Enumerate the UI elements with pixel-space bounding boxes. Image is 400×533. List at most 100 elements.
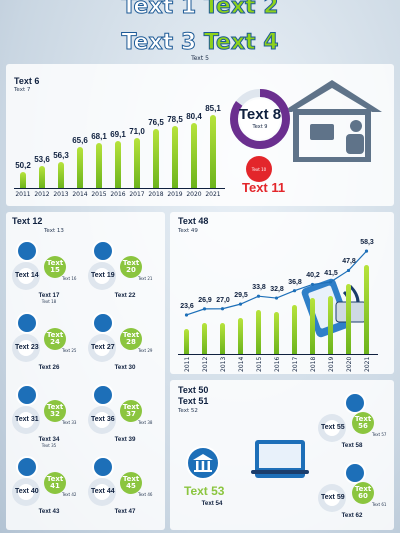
usage-change-badge: Text 37 bbox=[120, 400, 142, 422]
egov-main-pct: Text 53 bbox=[184, 484, 225, 498]
access-year-label: 2012 bbox=[34, 191, 50, 198]
usage-sublabel: Text 35 bbox=[41, 443, 57, 448]
access-bar bbox=[134, 138, 140, 188]
ecommerce-bar-value: 27,0 bbox=[216, 296, 230, 304]
ecommerce-bar-value: 47,8 bbox=[342, 258, 356, 266]
ecommerce-trend-point bbox=[274, 296, 279, 300]
usage-change-badge: Text 32 bbox=[44, 400, 66, 422]
access-bar bbox=[77, 146, 83, 188]
usage-pct: Text 40 bbox=[15, 488, 39, 495]
egov-label: Text 62 bbox=[341, 512, 363, 519]
usage-pct: Text 14 bbox=[15, 272, 39, 279]
access-bar-value: 78,5 bbox=[167, 115, 183, 125]
ecommerce-trend-point bbox=[346, 268, 351, 273]
access-bar-value: 65,6 bbox=[72, 135, 88, 145]
access-year-label: 2015 bbox=[91, 191, 107, 198]
usage-item: Text 31 Text 32 Text 33 Text 34 Text 35 bbox=[12, 384, 86, 454]
access-donut-value: Text 8 bbox=[238, 106, 282, 123]
house-illustration bbox=[282, 80, 382, 162]
ecommerce-year-label: 2011 bbox=[184, 356, 191, 372]
egov-item: Text 59 Text 60 Text 61 Text 62 bbox=[318, 462, 392, 530]
usage-item: Text 23 Text 24 Text 25 Text 26 bbox=[12, 312, 86, 382]
video-call-icon bbox=[16, 312, 38, 334]
usage-pct-donut bbox=[12, 406, 40, 434]
usage-pct-donut bbox=[12, 334, 40, 362]
usage-item: Text 44 Text 45 Text 46 Text 47 bbox=[88, 456, 162, 526]
ecommerce-trend-point bbox=[220, 307, 225, 311]
usage-change-years: Text 42 bbox=[62, 492, 77, 497]
usage-item: Text 14 Text 15 Text 16 Text 17 Text 18 bbox=[12, 240, 86, 310]
usage-pct: Text 19 bbox=[91, 272, 115, 279]
egov-item: Text 55 Text 56 Text 57 Text 58 bbox=[318, 392, 392, 460]
ecommerce-bar-value: 33,8 bbox=[252, 284, 266, 292]
usage-pct: Text 31 bbox=[15, 416, 39, 423]
ecommerce-trend-point bbox=[184, 313, 189, 317]
ecommerce-bar-value: 41,5 bbox=[324, 270, 338, 278]
access-donut: Text 8 Text 9 bbox=[229, 88, 291, 150]
main-title-line-2: Text 3 Text 4 bbox=[121, 30, 279, 56]
ecommerce-bar-value: 32,8 bbox=[270, 286, 284, 294]
egov-subtitle: Text 52 bbox=[178, 408, 198, 414]
access-x-axis bbox=[14, 188, 225, 189]
egov-pct: Text 59 bbox=[321, 494, 345, 501]
egov-change-badge: Text 56 bbox=[352, 412, 374, 434]
usage-change-badge: Text 24 bbox=[44, 328, 66, 350]
ecommerce-bar bbox=[256, 310, 261, 354]
access-bar bbox=[20, 171, 26, 188]
egov-pct-donut bbox=[318, 414, 346, 442]
access-change-badge: Text 10 bbox=[246, 156, 272, 182]
usage-label: Text 22 bbox=[114, 292, 136, 299]
usage-item: Text 36 Text 37 Text 38 Text 39 bbox=[88, 384, 162, 454]
usage-label: Text 39 bbox=[114, 436, 136, 443]
ecommerce-year-label: 2020 bbox=[346, 356, 353, 372]
online-shop-illustration bbox=[251, 440, 309, 478]
main-subtitle: Text 5 bbox=[191, 55, 209, 62]
access-year-label: 2016 bbox=[110, 191, 126, 198]
usage-item: Text 27 Text 28 Text 29 Text 30 bbox=[88, 312, 162, 382]
ecommerce-bar-value: 58,3 bbox=[360, 239, 374, 247]
usage-change-badge: Text 28 bbox=[120, 328, 142, 350]
certificate-icon bbox=[344, 462, 366, 484]
access-year-label: 2018 bbox=[148, 191, 164, 198]
access-bar-value: 85,1 bbox=[205, 104, 221, 114]
ecommerce-bar-value: 40,2 bbox=[306, 272, 320, 280]
usage-change-years: Text 25 bbox=[62, 348, 77, 353]
ecommerce-bar-value: 23,6 bbox=[180, 302, 194, 310]
usage-change-badge: Text 20 bbox=[120, 256, 142, 278]
access-bar bbox=[191, 123, 197, 188]
ecommerce-bar bbox=[274, 312, 279, 354]
usage-label: Text 43 bbox=[38, 508, 60, 515]
ecommerce-trend-point bbox=[238, 302, 243, 306]
ecommerce-trend-point bbox=[256, 294, 261, 298]
ecommerce-year-label: 2019 bbox=[328, 356, 335, 372]
ecommerce-bar bbox=[310, 298, 315, 354]
usage-item: Text 40 Text 41 Text 42 Text 43 bbox=[12, 456, 86, 526]
usage-label: Text 30 bbox=[114, 364, 136, 371]
access-year-label: 2011 bbox=[15, 191, 31, 198]
ecommerce-subtitle: Text 49 bbox=[178, 228, 198, 234]
ecommerce-bar bbox=[220, 322, 225, 354]
usage-pct: Text 36 bbox=[91, 416, 115, 423]
ecommerce-chart: 23,6 2011 26,9 2012 27,0 2013 29,5 2014 33,8 2015… bbox=[172, 230, 394, 374]
usage-label: Text 17 bbox=[38, 292, 60, 299]
egov-change-years: Text 61 bbox=[372, 502, 387, 507]
ecommerce-year-label: 2013 bbox=[220, 356, 227, 372]
ecommerce-x-axis bbox=[178, 354, 378, 355]
usage-pct-donut bbox=[88, 262, 116, 290]
ecommerce-line-layer bbox=[184, 249, 369, 317]
access-year-label: 2017 bbox=[129, 191, 145, 198]
access-bar-value: 50,2 bbox=[15, 160, 31, 170]
usage-pct-donut bbox=[88, 334, 116, 362]
ecommerce-year-label: 2016 bbox=[274, 356, 281, 372]
social-network-icon bbox=[92, 384, 114, 406]
usage-pct: Text 44 bbox=[91, 488, 115, 495]
usage-item: Text 19 Text 20 Text 21 Text 22 bbox=[88, 240, 162, 310]
usage-pct-donut bbox=[12, 478, 40, 506]
ecommerce-trend-point bbox=[292, 289, 297, 293]
usage-change-badge: Text 15 bbox=[44, 256, 66, 278]
info-icon bbox=[92, 240, 114, 262]
ecommerce-bar bbox=[202, 322, 207, 354]
access-bar bbox=[58, 161, 64, 188]
ecommerce-bar bbox=[364, 265, 369, 354]
usage-pct-donut bbox=[88, 478, 116, 506]
